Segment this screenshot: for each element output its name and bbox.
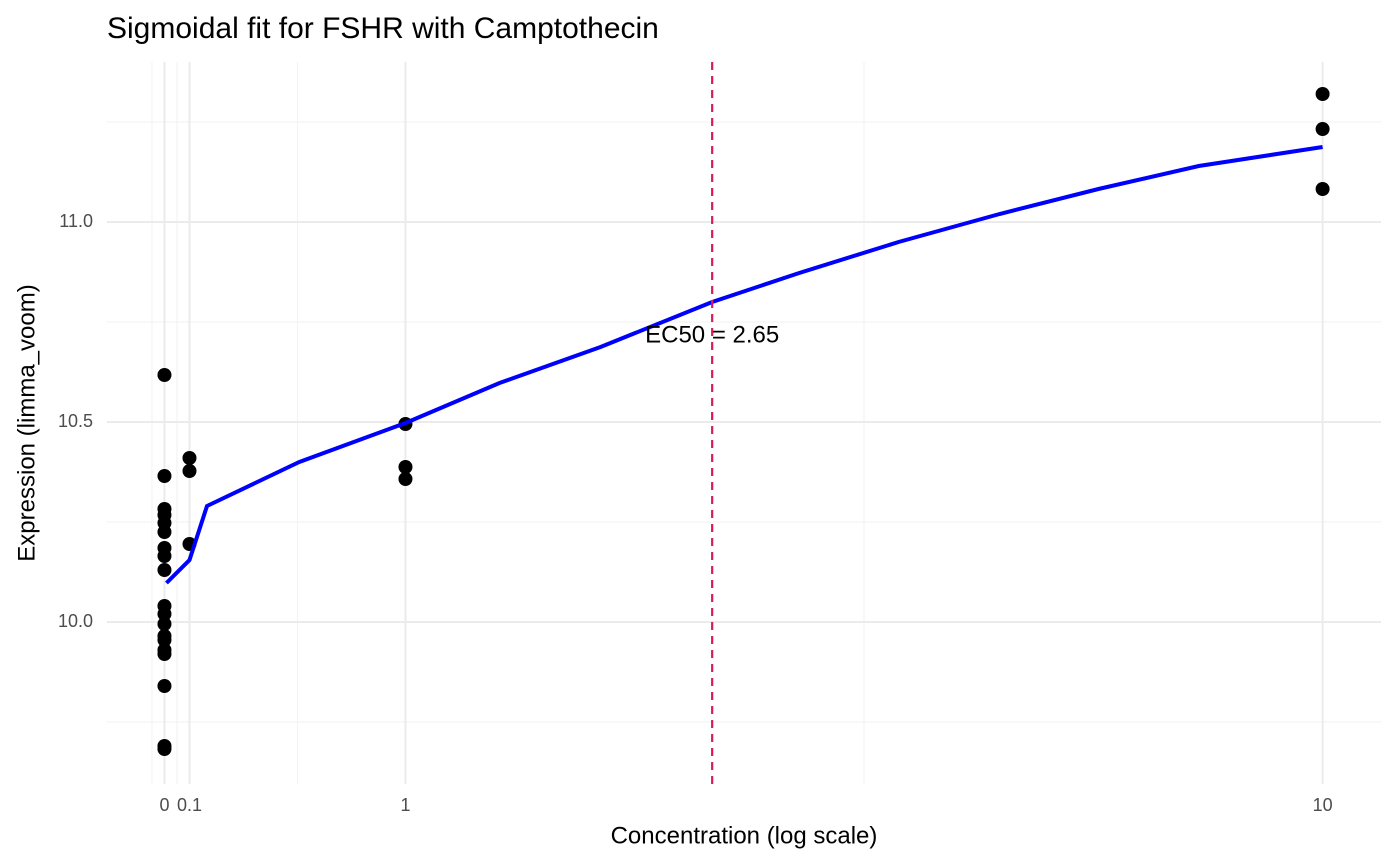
point bbox=[157, 368, 172, 382]
point bbox=[182, 451, 197, 465]
point bbox=[157, 742, 172, 756]
point bbox=[1315, 122, 1330, 136]
point bbox=[157, 469, 172, 483]
x-tick-label: 0 bbox=[159, 795, 169, 815]
y-tick-label: 10.5 bbox=[58, 411, 93, 431]
fit-curve bbox=[165, 145, 1323, 585]
x-tick-label: 0.1 bbox=[177, 795, 202, 815]
y-tick-label: 10.0 bbox=[58, 611, 93, 631]
x-tick-label: 10 bbox=[1313, 795, 1333, 815]
point bbox=[157, 525, 172, 539]
point bbox=[1315, 182, 1330, 196]
chart-title: Sigmoidal fit for FSHR with Camptothecin bbox=[107, 12, 659, 45]
point bbox=[398, 472, 413, 486]
point bbox=[157, 549, 172, 563]
point bbox=[157, 679, 172, 693]
point bbox=[157, 607, 172, 621]
y-axis-title: Expression (limma_voom) bbox=[13, 284, 40, 561]
ec50-annotation: EC50 = 2.65 bbox=[645, 321, 779, 348]
point bbox=[1315, 87, 1330, 101]
y-tick-label: 11.0 bbox=[59, 211, 93, 231]
point bbox=[398, 460, 413, 474]
point bbox=[157, 633, 172, 647]
point bbox=[157, 647, 172, 661]
x-tick-label: 1 bbox=[400, 795, 410, 815]
point bbox=[157, 617, 172, 631]
point bbox=[157, 563, 172, 577]
x-axis-title: Concentration (log scale) bbox=[611, 822, 878, 849]
point bbox=[182, 464, 197, 478]
